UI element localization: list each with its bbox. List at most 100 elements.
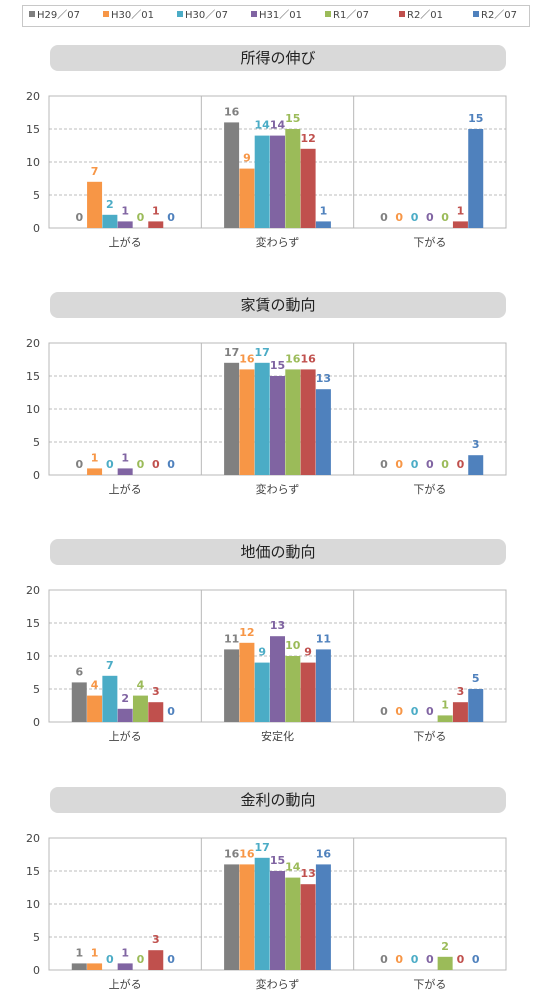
bar	[224, 122, 240, 228]
data-label: 11	[224, 632, 239, 645]
legend-item: R1／07	[325, 10, 369, 22]
data-label: 9	[258, 646, 266, 659]
data-label: 7	[106, 659, 114, 672]
data-label: 0	[411, 705, 419, 718]
data-label: 0	[395, 211, 403, 224]
bar	[117, 708, 133, 722]
data-label: 4	[137, 679, 145, 692]
bar	[468, 455, 484, 475]
data-label: 0	[426, 705, 434, 718]
data-label: 0	[380, 211, 388, 224]
x-category-label: 安定化	[261, 729, 294, 743]
data-label: 0	[441, 211, 449, 224]
data-label: 1	[91, 946, 99, 959]
legend-item: R2／01	[399, 10, 443, 22]
data-label: 0	[380, 458, 388, 471]
bar	[117, 963, 133, 970]
y-tick-label: 20	[26, 584, 40, 597]
data-label: 14	[285, 861, 301, 874]
bar	[300, 662, 316, 722]
data-label: 0	[457, 458, 465, 471]
data-label: 0	[152, 458, 160, 471]
bar	[117, 221, 133, 228]
data-label: 0	[75, 458, 83, 471]
bar	[468, 689, 484, 722]
bar	[270, 376, 285, 475]
data-label: 0	[411, 211, 419, 224]
data-label: 0	[426, 211, 434, 224]
x-category-label: 上がる	[109, 729, 142, 743]
y-tick-label: 0	[33, 222, 40, 235]
data-label: 14	[255, 119, 271, 132]
y-tick-label: 20	[26, 337, 40, 350]
y-tick-label: 10	[26, 403, 40, 416]
chart-title-income: 所得の伸び	[50, 45, 506, 71]
data-label: 0	[137, 458, 145, 471]
data-label: 12	[300, 132, 315, 145]
data-label: 0	[426, 953, 434, 966]
data-label: 1	[320, 204, 328, 217]
bar	[254, 362, 270, 475]
data-label: 2	[441, 940, 449, 953]
data-label: 0	[395, 458, 403, 471]
data-label: 12	[239, 626, 254, 639]
data-label: 7	[91, 165, 99, 178]
data-label: 1	[457, 204, 465, 217]
data-label: 0	[106, 458, 114, 471]
bar	[452, 702, 468, 722]
data-label: 16	[300, 352, 316, 365]
y-tick-label: 20	[26, 832, 40, 845]
data-label: 16	[239, 352, 255, 365]
data-label: 13	[270, 619, 285, 632]
y-tick-label: 5	[33, 683, 40, 696]
data-label: 15	[285, 112, 300, 125]
bar	[270, 636, 285, 722]
y-tick-label: 5	[33, 189, 40, 202]
bar	[300, 369, 316, 475]
bar	[71, 682, 87, 722]
bar	[87, 468, 103, 475]
x-category-label: 上がる	[109, 482, 142, 496]
y-tick-label: 15	[26, 865, 40, 878]
data-label: 0	[411, 458, 419, 471]
data-label: 13	[316, 372, 331, 385]
bar	[224, 649, 240, 722]
data-label: 0	[395, 953, 403, 966]
data-label: 15	[468, 112, 483, 125]
data-label: 0	[426, 458, 434, 471]
legend-label: H30／07	[185, 10, 228, 21]
bar	[132, 695, 148, 722]
bar	[224, 864, 240, 970]
data-label: 1	[152, 204, 160, 217]
bar	[254, 857, 270, 970]
bar	[285, 129, 301, 228]
legend-swatch	[177, 11, 183, 17]
data-label: 0	[75, 211, 83, 224]
bar	[117, 468, 133, 475]
data-label: 16	[239, 847, 255, 860]
legend-item: H30／07	[177, 10, 228, 22]
data-label: 2	[106, 198, 114, 211]
data-label: 16	[316, 847, 332, 860]
data-label: 10	[285, 639, 301, 652]
data-label: 13	[300, 867, 315, 880]
legend-label: H30／01	[111, 10, 154, 21]
y-tick-label: 10	[26, 156, 40, 169]
legend-swatch	[399, 11, 405, 17]
legend-label: R2／01	[407, 10, 444, 21]
y-tick-label: 0	[33, 469, 40, 482]
legend-label: H31／01	[259, 10, 302, 21]
bar	[254, 662, 270, 722]
legend-swatch	[325, 11, 331, 17]
y-tick-label: 5	[33, 931, 40, 944]
data-label: 0	[167, 211, 175, 224]
bar	[315, 864, 331, 970]
bar	[148, 950, 164, 970]
bar	[270, 135, 285, 228]
x-category-label: 下がる	[413, 235, 446, 249]
bar	[254, 135, 270, 228]
data-label: 16	[285, 352, 301, 365]
legend-swatch	[251, 11, 257, 17]
y-tick-label: 20	[26, 90, 40, 103]
